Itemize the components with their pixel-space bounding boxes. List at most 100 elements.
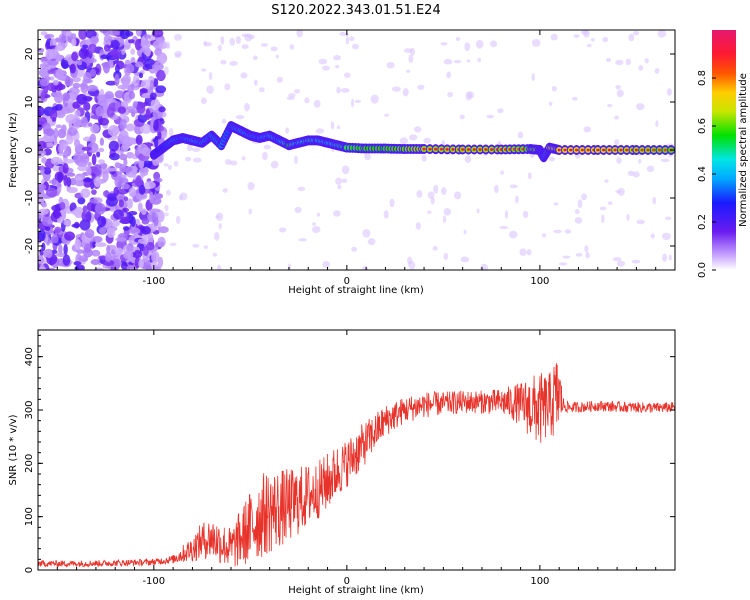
spectrogram-noise-blob: [615, 59, 624, 66]
spectrogram-noise-blob: [179, 194, 184, 201]
spectrogram-noise-blob: [45, 48, 54, 61]
spectrogram-noise-blob: [203, 40, 207, 45]
spectrogram-noise-blob: [499, 226, 509, 230]
spectrogram-noise-blob: [262, 151, 268, 161]
spectrogram-noise-blob: [74, 176, 82, 181]
spectrogram-noise-blob: [86, 84, 98, 92]
spectrogram-noise-blob: [71, 51, 79, 62]
spectrogram-noise-blob: [123, 196, 129, 202]
spectrogram-noise-blob: [364, 153, 372, 161]
spectrogram-noise-blob: [40, 165, 45, 176]
spectrogram-noise-blob: [247, 181, 255, 191]
spectrogram-noise-blob: [167, 164, 172, 170]
spectrogram-noise-blob: [605, 57, 611, 63]
spectrogram-ridge-core: [625, 148, 629, 152]
spectrogram-noise-blob: [138, 184, 146, 195]
spectrogram-noise-blob: [91, 153, 97, 166]
spectrogram-noise-blob: [220, 35, 225, 45]
spectrogram-noise-blob: [151, 251, 160, 263]
spectrogram-noise-blob: [106, 196, 118, 207]
chart-title: S120.2022.343.01.51.E24: [271, 3, 440, 18]
spectrogram-noise-blob: [616, 89, 624, 98]
spectrogram-noise-blob: [575, 252, 583, 257]
spectrogram-noise-blob: [55, 183, 62, 188]
spectrogram-ytick-label: -10: [24, 190, 35, 206]
spectrogram-noise-blob: [55, 68, 64, 81]
spectrogram-noise-blob: [69, 63, 76, 74]
spectrogram-noise-blob: [43, 84, 49, 95]
spectrogram-noise-blob: [38, 183, 47, 191]
spectrogram-noise-blob: [98, 159, 105, 165]
spectrogram-ridge-core: [619, 148, 623, 152]
spectrogram-noise-blob: [128, 39, 135, 44]
spectrogram-noise-blob: [252, 55, 258, 61]
spectrogram-noise-blob: [83, 101, 91, 112]
colorbar-gradient: [712, 30, 736, 270]
spectrogram-noise-blob: [604, 179, 609, 183]
spectrogram-noise-blob: [60, 106, 72, 115]
spectrogram-noise-blob: [260, 43, 269, 47]
spectrogram-noise-blob: [54, 226, 62, 234]
spectrogram-noise-blob: [84, 228, 95, 239]
spectrogram-noise-blob: [244, 102, 250, 112]
spectrogram-noise-blob: [417, 84, 425, 90]
spectrogram-noise-blob: [652, 197, 657, 205]
spectrogram-noise-blob: [82, 44, 89, 49]
spectrogram-noise-blob: [497, 108, 504, 114]
spectrogram-noise-blob: [367, 238, 376, 246]
spectrogram-noise-blob: [66, 177, 72, 188]
spectrogram-noise-blob: [259, 87, 265, 93]
spectrogram-noise-blob: [650, 233, 655, 239]
spectrogram-noise-blob: [54, 45, 64, 52]
spectrogram-noise-blob: [614, 115, 619, 120]
spectrogram-noise-blob: [51, 204, 63, 212]
spectrogram-noise-blob: [391, 86, 401, 92]
spectrogram-noise-blob: [339, 31, 347, 36]
spectrogram-noise-blob: [304, 97, 310, 104]
spectrogram-noise-blob: [654, 67, 660, 74]
spectrogram-noise-blob: [464, 155, 472, 163]
spectrogram-noise-blob: [130, 48, 135, 55]
spectrogram-noise-blob: [296, 30, 303, 38]
spectrogram-noise-blob: [141, 208, 147, 216]
spectrogram-noise-blob: [72, 116, 82, 129]
spectrogram-noise-blob: [108, 30, 121, 36]
spectrogram-noise-blob: [89, 198, 98, 204]
spectrogram-noise-blob: [156, 52, 168, 65]
spectrogram-noise-blob: [125, 63, 135, 74]
spectrogram-noise-blob: [423, 137, 431, 144]
spectrogram-noise-blob: [580, 30, 589, 35]
spectrogram-noise-blob: [125, 123, 135, 132]
spectrogram-noise-blob: [276, 76, 283, 83]
spectrogram-noise-blob: [67, 127, 78, 136]
spectrogram-noise-blob: [421, 154, 427, 162]
spectrogram-noise-blob: [77, 197, 86, 205]
spectrogram-noise-blob: [82, 205, 88, 213]
spectrogram-noise-blob: [341, 165, 350, 175]
spectrogram-ridge-core: [569, 148, 573, 152]
spectrogram-noise-blob: [315, 128, 325, 134]
spectrogram-noise-blob: [548, 101, 553, 106]
spectrogram-noise-blob: [142, 47, 151, 56]
spectrogram-noise-blob: [73, 261, 82, 266]
spectrogram-noise-blob: [86, 201, 95, 212]
spectrogram-noise-blob: [149, 79, 154, 90]
spectrogram-noise-blob: [158, 41, 168, 49]
spectrogram-noise-blob: [415, 222, 421, 230]
spectrogram-noise-blob: [430, 197, 435, 205]
spectrogram-noise-blob: [186, 144, 193, 152]
spectrogram-noise-blob: [162, 212, 170, 217]
spectrogram-noise-blob: [322, 261, 330, 268]
spectrogram-noise-blob: [350, 98, 355, 108]
spectrogram-noise-blob: [446, 71, 452, 79]
spectrogram-noise-blob: [628, 33, 635, 42]
spectrogram-noise-blob: [106, 244, 111, 255]
spectrogram-noise-blob: [279, 227, 287, 233]
spectrogram-ytick-label: 20: [24, 48, 35, 61]
spectrogram-noise-blob: [135, 192, 148, 200]
colorbar-tick-label: 0.8: [697, 70, 708, 86]
spectrogram-noise-blob: [163, 163, 169, 167]
spectrogram-noise-blob: [644, 58, 649, 64]
spectrogram-noise-blob: [293, 89, 301, 94]
spectrogram-noise-blob: [40, 91, 46, 101]
